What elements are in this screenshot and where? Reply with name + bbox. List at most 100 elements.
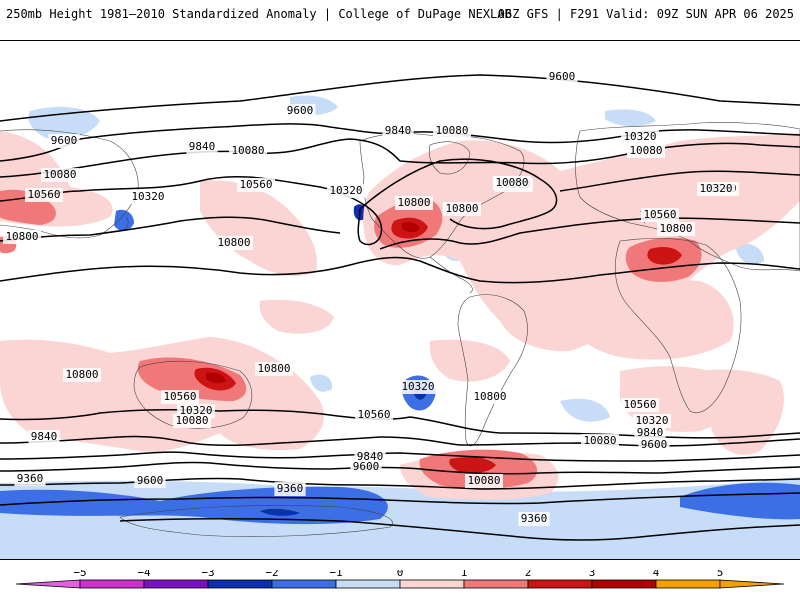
colorbar-box-neg1 xyxy=(335,579,401,589)
colorbar-ticks: −5 −4 −3 −2 −1 0 1 2 3 4 5 xyxy=(73,570,723,579)
map-title: 250mb Height 1981–2010 Standardized Anom… xyxy=(6,7,512,21)
svg-text:10560: 10560 xyxy=(357,408,390,421)
height-contour xyxy=(379,217,800,250)
contour-label: 10320 xyxy=(327,184,365,198)
svg-text:9360: 9360 xyxy=(521,512,548,525)
coastline xyxy=(614,238,742,413)
colorbar-box-neg4 xyxy=(143,579,209,589)
contour-label: 10560 xyxy=(25,188,63,202)
coastline xyxy=(575,122,800,272)
svg-text:10560: 10560 xyxy=(623,398,656,411)
svg-text:10560: 10560 xyxy=(239,178,272,191)
height-contour xyxy=(119,517,800,541)
coastline xyxy=(457,294,528,447)
colorbar-tick: −4 xyxy=(137,570,151,579)
colorbar-tick: 5 xyxy=(717,570,724,579)
anomaly-area-neg1 xyxy=(605,109,656,127)
anomaly-area-pos1 xyxy=(700,369,784,455)
svg-text:9600: 9600 xyxy=(549,70,576,83)
contour-label: 10320 xyxy=(697,182,735,196)
contour-label: 9360 xyxy=(274,482,306,496)
height-contour xyxy=(0,461,800,475)
contour-label: 9360 xyxy=(518,512,550,526)
anomaly-area-neg1 xyxy=(560,398,610,422)
svg-text:10800: 10800 xyxy=(65,368,98,381)
header: 250mb Height 1981–2010 Standardized Anom… xyxy=(0,0,800,36)
colorbar-extension-low xyxy=(15,579,81,589)
anomaly-area-pos1 xyxy=(363,133,800,352)
anomaly-area-neg2 xyxy=(114,209,134,231)
svg-text:9600: 9600 xyxy=(51,134,78,147)
colorbar-box-neg2 xyxy=(271,579,337,589)
coastline xyxy=(119,505,393,537)
contour-label: 10320 xyxy=(621,130,659,144)
anomaly-area-neg1 xyxy=(310,374,333,392)
svg-text:10080: 10080 xyxy=(467,474,500,487)
contour-label: 9360 xyxy=(14,472,46,486)
colorbar-tick: −3 xyxy=(201,570,214,579)
colorbar-box-neg3 xyxy=(207,579,273,589)
colorbar-tick: 2 xyxy=(525,570,532,579)
contour-label: 10800 xyxy=(443,202,481,216)
svg-text:10560: 10560 xyxy=(163,390,196,403)
svg-text:9840: 9840 xyxy=(189,140,216,153)
contour-label: 9600 xyxy=(350,460,382,474)
colorbar-tick: 1 xyxy=(461,570,468,579)
colorbar-tick: −1 xyxy=(329,570,342,579)
svg-text:10320: 10320 xyxy=(401,380,434,393)
contour-label: 10800 xyxy=(657,222,695,236)
anomaly-area-pos1 xyxy=(429,339,510,382)
contour-label: 9600 xyxy=(638,438,670,452)
svg-text:9360: 9360 xyxy=(17,472,44,485)
svg-text:10800: 10800 xyxy=(473,390,506,403)
height-contour xyxy=(0,256,800,284)
svg-text:10800: 10800 xyxy=(217,236,250,249)
contour-label: 10560 xyxy=(641,208,679,222)
colorbar-boxes xyxy=(15,579,785,589)
anomaly-area-neg2 xyxy=(680,482,800,520)
contour-label: 10320 xyxy=(129,190,167,204)
height-contour xyxy=(559,170,800,192)
svg-text:10800: 10800 xyxy=(659,222,692,235)
colorbar-box-pos2 xyxy=(463,579,529,589)
svg-text:10320: 10320 xyxy=(699,182,732,195)
contour-label: 9600 xyxy=(284,104,316,118)
svg-text:10080: 10080 xyxy=(231,144,264,157)
anomaly-area-neg1 xyxy=(0,477,800,559)
colorbar-box-neg5 xyxy=(79,579,145,589)
contour-label: 10560 xyxy=(355,408,393,422)
svg-text:9600: 9600 xyxy=(287,104,314,117)
contour-label: 10560 xyxy=(161,390,199,404)
height-contour xyxy=(0,216,341,242)
contour-label: 10080 xyxy=(493,176,531,190)
contour-label: 9840 xyxy=(634,426,666,440)
contour-label: 10080 xyxy=(465,474,503,488)
contour-label: 9840 xyxy=(382,124,414,138)
svg-text:10800: 10800 xyxy=(5,230,38,243)
anomaly-area-neg3 xyxy=(260,508,300,516)
colorbar-box-pos4 xyxy=(591,579,657,589)
contour-label: 9600 xyxy=(134,474,166,488)
svg-text:9600: 9600 xyxy=(137,474,164,487)
contour-label: 10800 xyxy=(215,236,253,250)
anomaly-area-pos1 xyxy=(259,299,334,334)
svg-text:9840: 9840 xyxy=(357,450,384,463)
height-contour xyxy=(0,477,800,490)
svg-text:10080: 10080 xyxy=(175,414,208,427)
svg-text:10080: 10080 xyxy=(583,434,616,447)
colorbar-tick: 3 xyxy=(589,570,596,579)
height-contour xyxy=(0,492,800,506)
svg-text:9600: 9600 xyxy=(353,460,380,473)
coastline xyxy=(429,141,471,175)
svg-text:10320: 10320 xyxy=(329,184,362,197)
contour-label: 10320 xyxy=(399,380,437,394)
contour-label: 10800 xyxy=(395,196,433,210)
svg-text:10800: 10800 xyxy=(397,196,430,209)
contour-label: 10320 xyxy=(633,414,671,428)
svg-text:9840: 9840 xyxy=(385,124,412,137)
svg-text:10080: 10080 xyxy=(495,176,528,189)
anomaly-area-pos3 xyxy=(449,457,496,473)
svg-text:9840: 9840 xyxy=(637,426,664,439)
map-panel: 9600 9600 9600 9840 9840 10080 10080 10080 10320… xyxy=(0,40,800,560)
